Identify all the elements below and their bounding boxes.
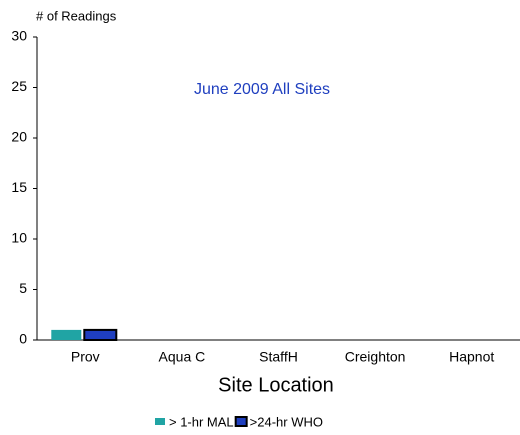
y-tick-label: 30 xyxy=(11,28,27,44)
legend-label: >24-hr WHO xyxy=(250,414,323,429)
y-tick-label: 20 xyxy=(11,129,27,145)
legend-swatch xyxy=(234,416,248,427)
y-tick-label: 10 xyxy=(11,230,27,246)
x-tick-label: Hapnot xyxy=(449,349,494,365)
y-tick-label: 15 xyxy=(11,179,27,195)
bar xyxy=(51,329,82,340)
legend-label: > 1-hr MAL xyxy=(169,414,234,429)
x-tick-label: Prov xyxy=(71,349,100,365)
chart-title: June 2009 All Sites xyxy=(194,81,330,98)
y-tick-label: 5 xyxy=(19,280,27,296)
legend-swatch xyxy=(155,418,165,425)
y-tick-label: 25 xyxy=(11,78,27,94)
x-tick-label: Aqua C xyxy=(159,349,206,365)
bar xyxy=(83,328,118,341)
y-axis-label: # of Readings xyxy=(36,8,117,23)
x-tick-label: Creighton xyxy=(345,349,406,365)
y-tick-label: 0 xyxy=(19,331,27,347)
x-axis-label: Site Location xyxy=(218,374,334,396)
x-tick-label: StaffH xyxy=(259,349,298,365)
